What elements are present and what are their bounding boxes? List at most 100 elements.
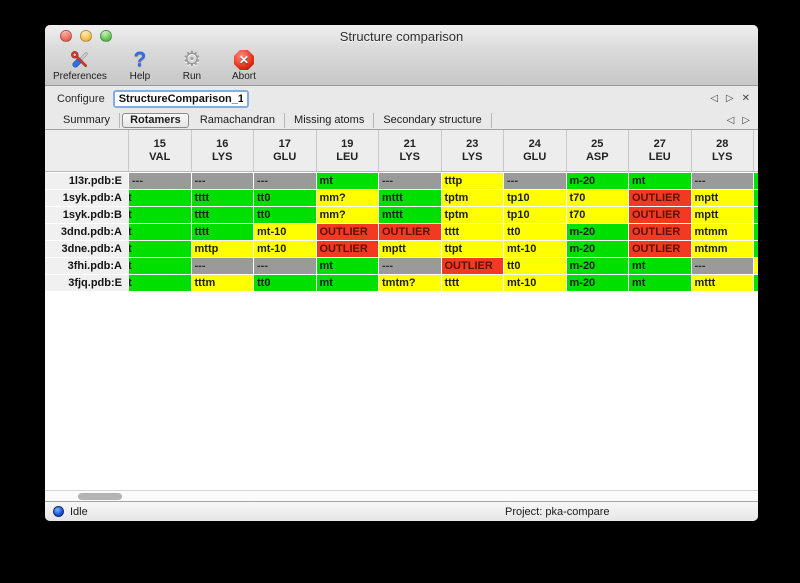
table-cell-1syk-pdb-b-23[interactable]: tptm	[441, 207, 503, 223]
tab-secondary-structure[interactable]: Secondary structure	[374, 113, 492, 128]
table-cell-1l3r-pdb-e-28[interactable]: ---	[691, 173, 753, 189]
table-cell-3dnd-pdb-a-21[interactable]: OUTLIER	[379, 224, 441, 240]
tab-missing-atoms[interactable]: Missing atoms	[285, 113, 375, 128]
table-cell-1syk-pdb-b-25[interactable]: t70	[566, 207, 628, 223]
table-cell-3dnd-pdb-a-17[interactable]: mt-10	[254, 224, 316, 240]
table-cell-partial[interactable]	[754, 173, 758, 189]
table-cell-1syk-pdb-b-28[interactable]: mptt	[691, 207, 753, 223]
table-cell-1l3r-pdb-e-16[interactable]: ---	[191, 173, 253, 189]
table-cell-3fjq-pdb-e-17[interactable]: tt0	[254, 275, 316, 291]
table-cell-3dne-pdb-a-15[interactable]: t	[129, 241, 191, 257]
table-cell-3fjq-pdb-e-24[interactable]: mt-10	[504, 275, 566, 291]
column-header-21[interactable]: 21 LYS	[378, 130, 441, 171]
table-cell-1syk-pdb-b-24[interactable]: tp10	[504, 207, 566, 223]
table-cell-1syk-pdb-a-27[interactable]: OUTLIER	[629, 190, 691, 206]
column-header-24[interactable]: 24 GLU	[503, 130, 566, 171]
table-cell-1syk-pdb-a-16[interactable]: tttt	[191, 190, 253, 206]
column-header-15[interactable]: 15 VAL	[128, 130, 191, 171]
tab-summary[interactable]: Summary	[53, 113, 121, 128]
table-cell-3dnd-pdb-a-28[interactable]: mtmm	[691, 224, 753, 240]
minimize-window-button[interactable]	[80, 30, 92, 42]
table-cell-3dnd-pdb-a-23[interactable]: tttt	[441, 224, 503, 240]
table-cell-1syk-pdb-b-16[interactable]: tttt	[191, 207, 253, 223]
table-cell-1l3r-pdb-e-15[interactable]: ---	[129, 173, 191, 189]
table-cell-1syk-pdb-b-21[interactable]: mttt	[379, 207, 441, 223]
table-cell-3dnd-pdb-a-19[interactable]: OUTLIER	[316, 224, 378, 240]
table-cell-1syk-pdb-a-25[interactable]: t70	[566, 190, 628, 206]
row-label[interactable]: 3fhi.pdb:A	[45, 258, 128, 274]
toolbar-button-preferences[interactable]: Preferences	[53, 48, 107, 82]
table-cell-1syk-pdb-b-27[interactable]: OUTLIER	[629, 207, 691, 223]
table-cell-3fhi-pdb-a-28[interactable]: ---	[691, 258, 753, 274]
next-arrow-icon[interactable]: ▷	[725, 93, 734, 104]
table-cell-1l3r-pdb-e-17[interactable]: ---	[254, 173, 316, 189]
zoom-window-button[interactable]	[100, 30, 112, 42]
titlebar[interactable]: Structure comparison	[45, 25, 758, 47]
table-cell-3fhi-pdb-a-24[interactable]: tt0	[504, 258, 566, 274]
toolbar-button-abort[interactable]: ✕ Abort	[225, 48, 263, 82]
table-cell-3dne-pdb-a-28[interactable]: mtmm	[691, 241, 753, 257]
table-cell-1syk-pdb-a-24[interactable]: tp10	[504, 190, 566, 206]
table-cell-3dnd-pdb-a-27[interactable]: OUTLIER	[629, 224, 691, 240]
table-cell-3dne-pdb-a-19[interactable]: OUTLIER	[316, 241, 378, 257]
column-header-28[interactable]: 28 LYS	[690, 130, 754, 171]
column-header-23[interactable]: 23 LYS	[440, 130, 504, 171]
table-cell-3dnd-pdb-a-25[interactable]: m-20	[566, 224, 628, 240]
prev-arrow-icon[interactable]: ◁	[710, 93, 718, 104]
table-cell-partial[interactable]	[754, 275, 758, 291]
table-cell-1syk-pdb-a-17[interactable]: tt0	[254, 190, 316, 206]
table-cell-1l3r-pdb-e-23[interactable]: tttp	[441, 173, 503, 189]
column-header-25[interactable]: 25 ASP	[565, 130, 629, 171]
table-cell-3fjq-pdb-e-28[interactable]: mttt	[691, 275, 753, 291]
table-cell-3fjq-pdb-e-23[interactable]: tttt	[441, 275, 503, 291]
next-tab-arrow-icon[interactable]: ▷	[742, 114, 750, 126]
table-cell-partial[interactable]	[754, 207, 758, 223]
row-label[interactable]: 1l3r.pdb:E	[45, 173, 128, 189]
table-cell-3dne-pdb-a-17[interactable]: mt-10	[254, 241, 316, 257]
table-cell-3dne-pdb-a-23[interactable]: ttpt	[441, 241, 503, 257]
table-cell-3fjq-pdb-e-21[interactable]: tmtm?	[379, 275, 441, 291]
column-header-16[interactable]: 16 LYS	[190, 130, 254, 171]
table-cell-1syk-pdb-a-23[interactable]: tptm	[441, 190, 503, 206]
table-cell-1l3r-pdb-e-24[interactable]: ---	[504, 173, 566, 189]
table-cell-1syk-pdb-a-28[interactable]: mptt	[691, 190, 753, 206]
table-cell-1l3r-pdb-e-19[interactable]: mt	[316, 173, 378, 189]
table-cell-3dne-pdb-a-25[interactable]: m-20	[566, 241, 628, 257]
table-cell-1syk-pdb-a-21[interactable]: mttt	[379, 190, 441, 206]
table-cell-3fjq-pdb-e-15[interactable]: t	[129, 275, 191, 291]
table-cell-3fjq-pdb-e-27[interactable]: mt	[629, 275, 691, 291]
column-header-17[interactable]: 17 GLU	[253, 130, 316, 171]
table-cell-3dnd-pdb-a-24[interactable]: tt0	[504, 224, 566, 240]
row-label[interactable]: 3dne.pdb:A	[45, 241, 128, 257]
row-label[interactable]: 1syk.pdb:B	[45, 207, 128, 223]
table-cell-1l3r-pdb-e-21[interactable]: ---	[379, 173, 441, 189]
table-cell-3fhi-pdb-a-27[interactable]: mt	[629, 258, 691, 274]
tab-ramachandran[interactable]: Ramachandran	[191, 113, 286, 128]
prev-tab-arrow-icon[interactable]: ◁	[726, 114, 735, 126]
row-label[interactable]: 1syk.pdb:A	[45, 190, 128, 206]
configure-name-input[interactable]	[112, 90, 249, 108]
row-label[interactable]: 3fjq.pdb:E	[45, 275, 128, 291]
table-cell-1l3r-pdb-e-25[interactable]: m-20	[566, 173, 628, 189]
table-cell-3dnd-pdb-a-15[interactable]: t	[129, 224, 191, 240]
table-cell-3fjq-pdb-e-19[interactable]: mt	[316, 275, 378, 291]
table-cell-3fhi-pdb-a-23[interactable]: OUTLIER	[441, 258, 503, 274]
column-header-27[interactable]: 27 LEU	[628, 130, 691, 171]
table-cell-1syk-pdb-b-15[interactable]: t	[129, 207, 191, 223]
horizontal-scrollbar[interactable]	[45, 490, 758, 501]
table-cell-3dne-pdb-a-27[interactable]: OUTLIER	[629, 241, 691, 257]
table-cell-3fhi-pdb-a-15[interactable]: t	[129, 258, 191, 274]
table-cell-partial[interactable]	[754, 224, 758, 240]
table-cell-1syk-pdb-b-17[interactable]: tt0	[254, 207, 316, 223]
table-cell-3fhi-pdb-a-16[interactable]: ---	[191, 258, 253, 274]
table-cell-1syk-pdb-a-19[interactable]: mm?	[316, 190, 378, 206]
table-cell-partial[interactable]	[754, 258, 758, 274]
table-cell-3fhi-pdb-a-19[interactable]: mt	[316, 258, 378, 274]
table-cell-partial[interactable]	[754, 241, 758, 257]
toolbar-button-run[interactable]: ⚙ Run	[173, 48, 211, 83]
toolbar-button-help[interactable]: ? Help	[121, 48, 159, 83]
table-cell-3fhi-pdb-a-21[interactable]: ---	[379, 258, 441, 274]
table-cell-3dne-pdb-a-16[interactable]: mttp	[191, 241, 253, 257]
table-cell-3dne-pdb-a-21[interactable]: mptt	[379, 241, 441, 257]
table-cell-1syk-pdb-b-19[interactable]: mm?	[316, 207, 378, 223]
